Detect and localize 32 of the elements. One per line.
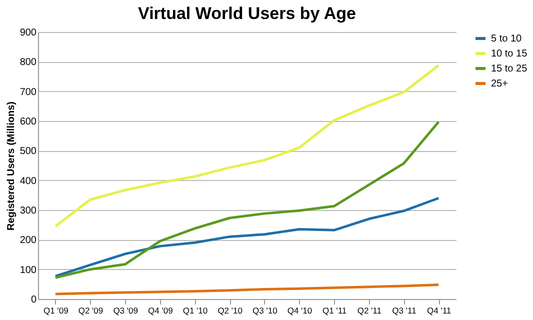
x-tick-label: Q2 '10 [218,306,243,316]
x-tick-label: Q4 '09 [148,306,174,316]
x-tick-label: Q3 '09 [113,306,138,316]
x-tick-label: Q1 '09 [44,306,69,316]
line-series [54,196,440,278]
x-tick-label: Q4 '11 [427,306,452,316]
x-tick-label: Q1 '10 [182,306,208,316]
legend-label: 10 to 15 [491,48,528,60]
y-tick-label: 800 [20,57,37,68]
y-tick-label: 600 [20,116,37,128]
line-series [54,284,440,296]
y-tick-label: 400 [20,176,37,187]
x-tick-label: Q3 '10 [252,306,278,316]
x-tick-label: Q2 '11 [357,306,382,316]
y-tick-label: 300 [20,206,37,216]
chart-title: Virtual World Users by Age [138,4,356,23]
line-series [54,64,440,228]
legend-label: 5 to 10 [491,34,522,44]
x-tick-label: Q4 '10 [287,306,312,316]
y-tick-label: 0 [30,294,37,306]
y-tick-label: 200 [20,235,37,246]
y-tick-label: 700 [20,86,37,98]
y-axis-title: Registered Users (Millions) [6,102,17,230]
line-series [54,120,440,279]
x-tick-label: Q1 '11 [322,306,347,316]
legend-label: 15 to 25 [491,64,528,74]
y-tick-label: 100 [20,264,37,276]
legend-label: 25+ [491,78,508,90]
x-tick-label: Q2 '09 [78,306,104,316]
x-tick-label: Q3 '11 [392,306,417,316]
y-tick-label: 500 [20,146,37,158]
y-tick-label: 900 [20,28,37,38]
